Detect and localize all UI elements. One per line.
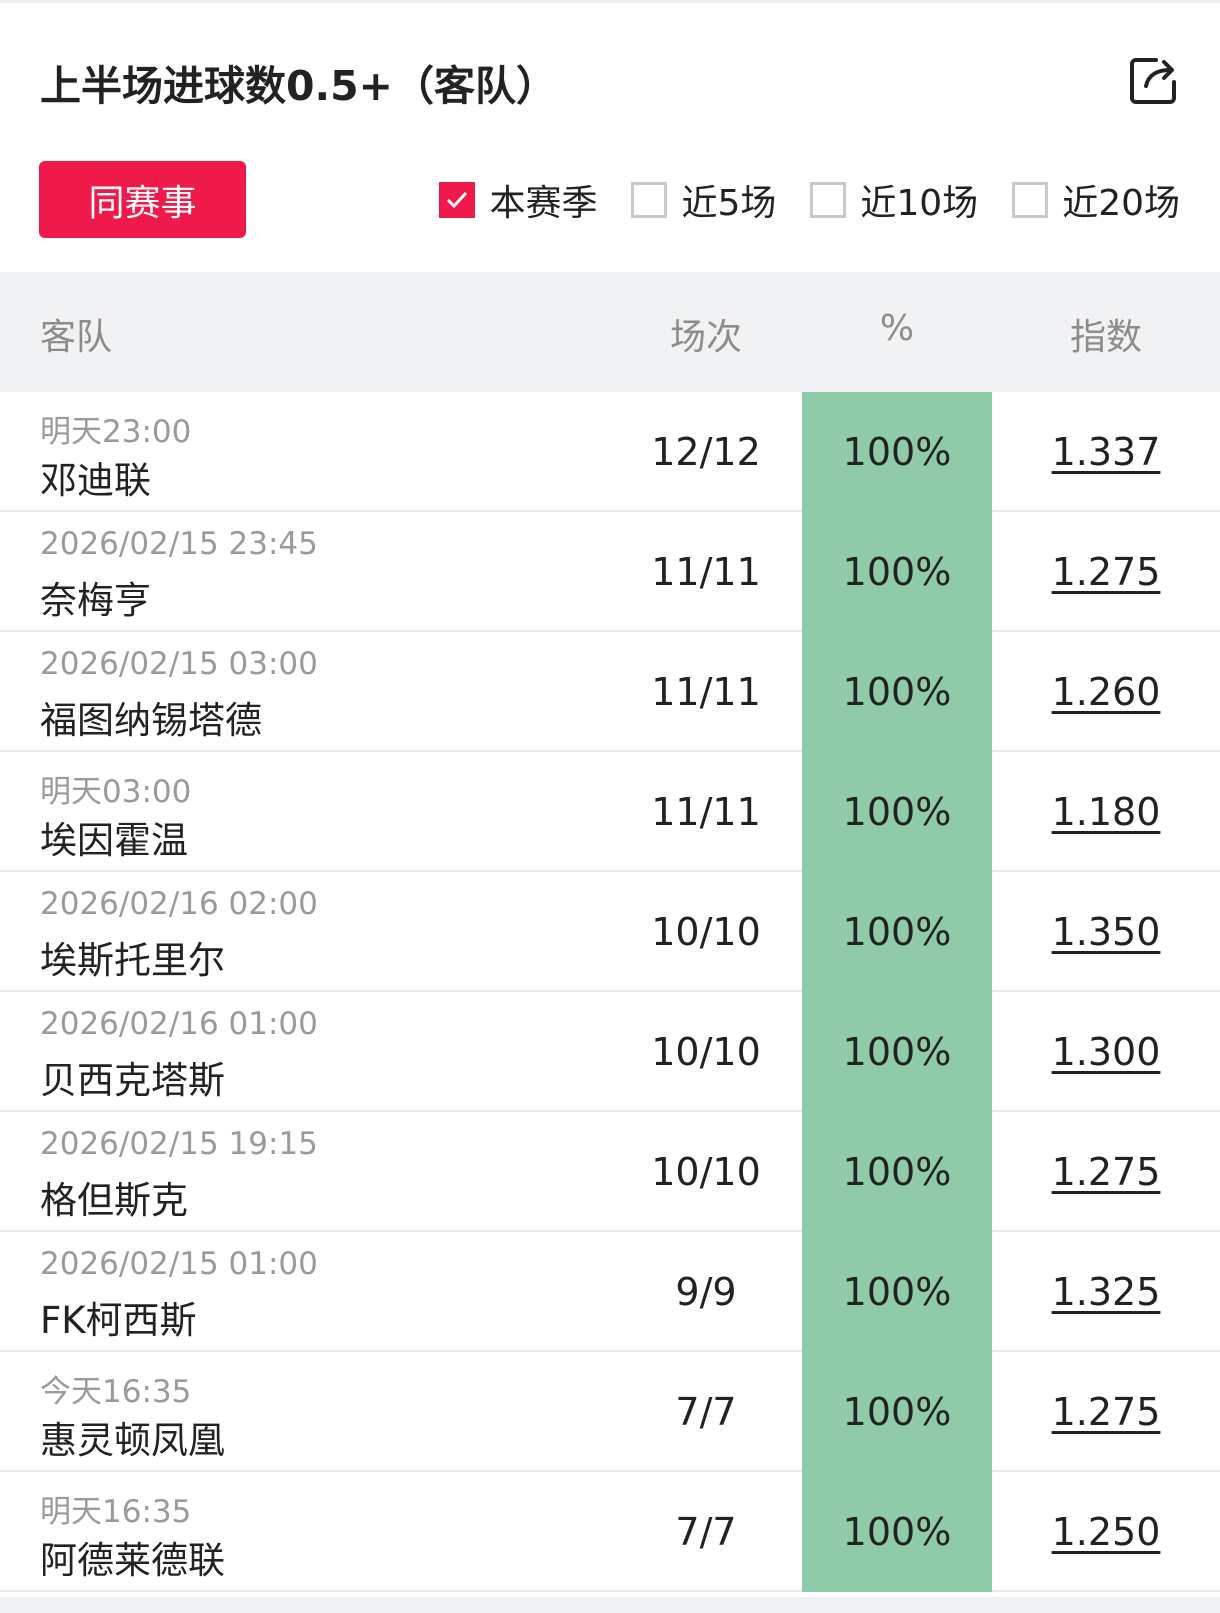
hit-percent: 100% [802,872,992,992]
match-count: 11/11 [651,790,761,834]
checkbox[interactable] [631,182,668,218]
match-time: 明天23:00 [40,414,192,450]
match-count: 7/7 [675,1510,737,1554]
team-name[interactable]: 奈梅亨 [40,579,151,622]
same-event-button[interactable]: 同赛事 [39,161,246,238]
odds-index-link[interactable]: 1.337 [1051,430,1161,474]
match-time: 2026/02/15 23:45 [40,526,318,562]
odds-index-link[interactable]: 1.325 [1051,1270,1161,1314]
checkbox[interactable] [810,182,847,218]
table-row[interactable]: 今天16:35 惠灵顿凤凰 7/7 100% 1.275 [0,1352,1220,1472]
filter-label: 本赛季 [489,183,598,224]
filter-label: 近10场 [860,183,979,224]
page-title: 上半场进球数0.5+（客队） [40,62,557,110]
table-row[interactable]: 明天16:35 阿德莱德联 7/7 100% 1.250 [0,1472,1220,1592]
checkbox-checked[interactable] [439,182,476,218]
odds-index-link[interactable]: 1.300 [1051,1030,1161,1074]
match-time: 2026/02/15 19:15 [40,1126,318,1162]
match-count: 11/11 [651,550,761,594]
match-count: 10/10 [651,1150,761,1194]
filter-last-20[interactable]: 近20场 [1012,174,1180,226]
table-row[interactable]: 2026/02/16 01:00 贝西克塔斯 10/10 100% 1.300 [0,992,1220,1112]
odds-index-link[interactable]: 1.180 [1051,790,1161,834]
team-name[interactable]: 福图纳锡塔德 [40,699,262,742]
header-team[interactable]: 客队 [40,317,113,358]
match-count: 12/12 [651,430,761,474]
filter-season[interactable]: 本赛季 [439,174,597,226]
table-row[interactable]: 2026/02/15 23:45 奈梅亨 11/11 100% 1.275 [0,512,1220,632]
hit-percent: 100% [802,1352,992,1472]
odds-index-link[interactable]: 1.260 [1051,670,1161,714]
header-percent[interactable]: % [879,308,915,349]
match-time: 2026/02/15 03:00 [40,646,318,682]
match-count: 9/9 [675,1270,737,1314]
match-time: 2026/02/16 02:00 [40,886,318,922]
match-count: 10/10 [651,1030,761,1074]
team-name[interactable]: 格但斯克 [40,1179,188,1222]
top-divider [0,0,1220,3]
match-time: 2026/02/16 01:00 [40,1006,318,1042]
hit-percent: 100% [802,992,992,1112]
filter-group: 本赛季 近5场 近10场 近20场 [405,174,1180,226]
odds-index-link[interactable]: 1.250 [1051,1510,1161,1554]
match-time: 2026/02/15 01:00 [40,1246,318,1282]
odds-index-link[interactable]: 1.350 [1051,910,1161,954]
match-time: 明天03:00 [40,774,192,810]
check-icon [447,191,468,209]
team-name[interactable]: 邓迪联 [40,459,151,502]
hit-percent: 100% [802,1112,992,1232]
team-name[interactable]: 惠灵顿凤凰 [40,1419,225,1462]
filter-last-10[interactable]: 近10场 [810,174,978,226]
hit-percent: 100% [802,752,992,872]
table-row[interactable]: 2026/02/15 01:00 FK柯西斯 9/9 100% 1.325 [0,1232,1220,1352]
odds-index-link[interactable]: 1.275 [1051,1390,1161,1434]
table-row[interactable]: 明天23:00 邓迪联 12/12 100% 1.337 [0,392,1220,512]
match-time: 今天16:35 [40,1374,192,1410]
team-name[interactable]: FK柯西斯 [40,1299,197,1342]
bottom-bar [0,1597,1220,1613]
match-count: 10/10 [651,910,761,954]
checkbox[interactable] [1012,182,1049,218]
odds-index-link[interactable]: 1.275 [1051,550,1161,594]
team-name[interactable]: 贝西克塔斯 [40,1059,225,1102]
match-count: 11/11 [651,670,761,714]
hit-percent: 100% [802,1472,992,1592]
filter-label: 近5场 [681,183,777,224]
table-body: 明天23:00 邓迪联 12/12 100% 1.337 2026/02/15 23:45… [0,392,1220,1592]
table-row[interactable]: 2026/02/16 02:00 埃斯托里尔 10/10 100% 1.350 [0,872,1220,992]
share-icon[interactable] [1128,56,1178,106]
team-name[interactable]: 埃斯托里尔 [40,939,225,982]
table-header: 客队 场次 % 指数 [0,272,1220,392]
filter-label: 近20场 [1062,183,1180,224]
hit-percent: 100% [802,512,992,632]
odds-index-link[interactable]: 1.275 [1051,1150,1161,1194]
table-row[interactable]: 2026/02/15 03:00 福图纳锡塔德 11/11 100% 1.260 [0,632,1220,752]
filter-last-5[interactable]: 近5场 [631,174,776,226]
team-name[interactable]: 埃因霍温 [40,819,188,862]
team-name[interactable]: 阿德莱德联 [40,1539,225,1582]
table-row[interactable]: 2026/02/15 19:15 格但斯克 10/10 100% 1.275 [0,1112,1220,1232]
match-count: 7/7 [675,1390,737,1434]
hit-percent: 100% [802,632,992,752]
hit-percent: 100% [802,1232,992,1352]
hit-percent: 100% [802,392,992,512]
table-row[interactable]: 明天03:00 埃因霍温 11/11 100% 1.180 [0,752,1220,872]
header-index[interactable]: 指数 [1069,317,1142,358]
header-count[interactable]: 场次 [669,317,742,358]
match-time: 明天16:35 [40,1494,192,1530]
